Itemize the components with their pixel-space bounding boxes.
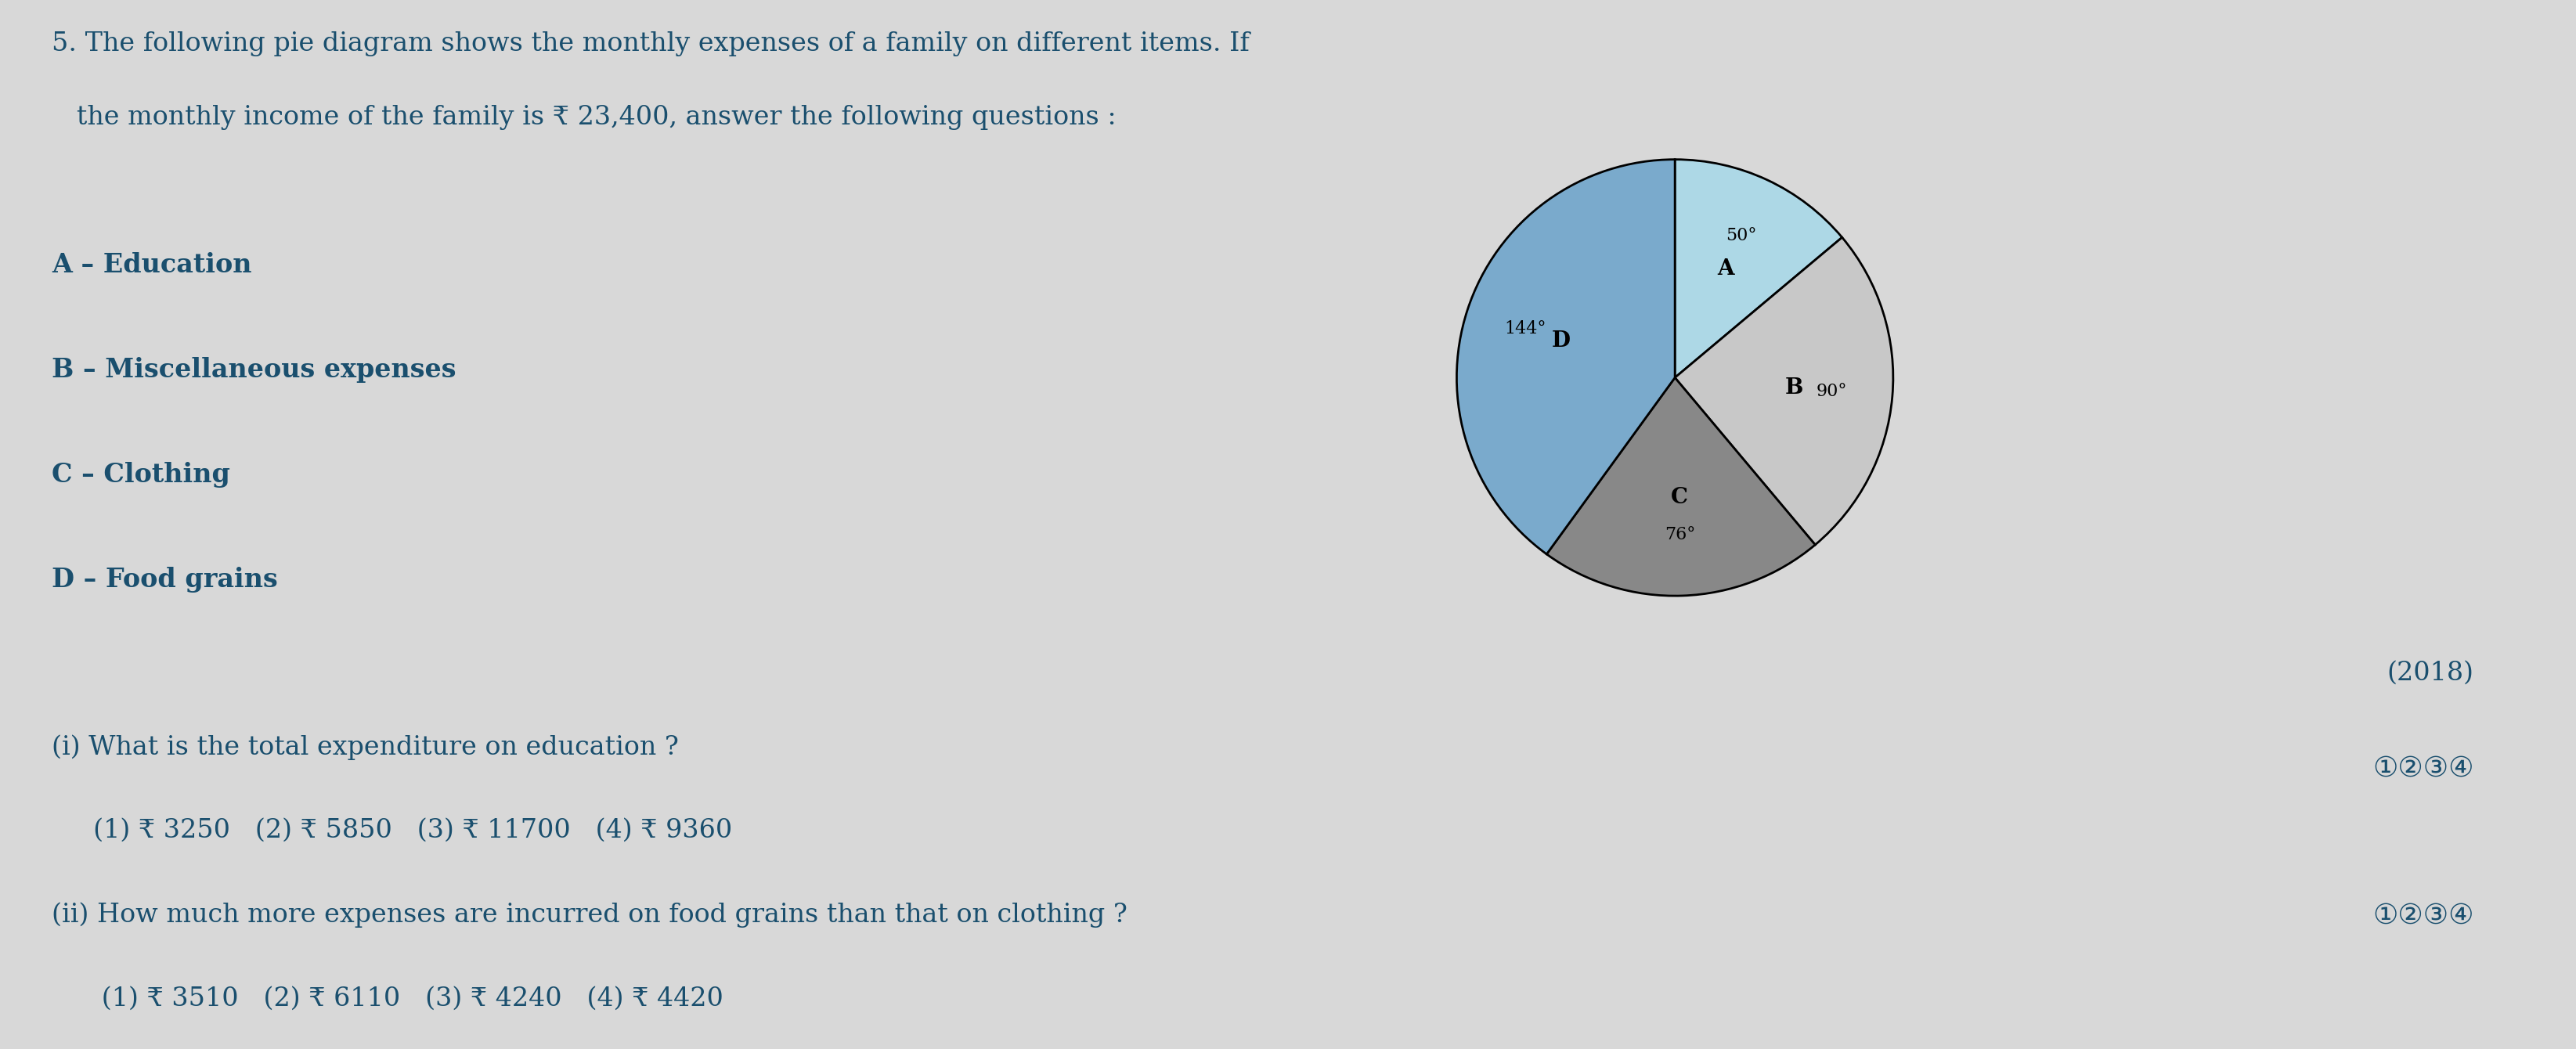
Text: A – Education: A – Education xyxy=(52,252,252,278)
Wedge shape xyxy=(1455,159,1674,554)
Text: (i) What is the total expenditure on education ?: (i) What is the total expenditure on edu… xyxy=(52,734,677,759)
Text: C – Clothing: C – Clothing xyxy=(52,462,229,488)
Text: A: A xyxy=(1716,258,1734,279)
Text: C: C xyxy=(1669,487,1687,508)
Wedge shape xyxy=(1674,159,1842,378)
Text: ①②③④: ①②③④ xyxy=(2372,902,2473,928)
Text: the monthly income of the family is ₹ 23,400, answer the following questions :: the monthly income of the family is ₹ 23… xyxy=(52,105,1115,130)
Text: D: D xyxy=(1551,330,1569,351)
Text: 50°: 50° xyxy=(1726,227,1757,243)
Text: B – Miscellaneous expenses: B – Miscellaneous expenses xyxy=(52,357,456,383)
Wedge shape xyxy=(1674,237,1893,544)
Text: D – Food grains: D – Food grains xyxy=(52,566,278,593)
Text: ①②③④: ①②③④ xyxy=(2372,755,2473,782)
Text: (2018): (2018) xyxy=(2385,661,2473,686)
Text: B: B xyxy=(1785,378,1803,399)
Text: 5. The following pie diagram shows the monthly expenses of a family on different: 5. The following pie diagram shows the m… xyxy=(52,31,1249,57)
Text: (1) ₹ 3510   (2) ₹ 6110   (3) ₹ 4240   (4) ₹ 4420: (1) ₹ 3510 (2) ₹ 6110 (3) ₹ 4240 (4) ₹ 4… xyxy=(52,986,724,1011)
Text: 144°: 144° xyxy=(1504,321,1546,338)
Text: 76°: 76° xyxy=(1664,526,1695,543)
Wedge shape xyxy=(1546,378,1814,596)
Text: 90°: 90° xyxy=(1816,383,1847,400)
Text: (ii) How much more expenses are incurred on food grains than that on clothing ?: (ii) How much more expenses are incurred… xyxy=(52,902,1126,927)
Text: (1) ₹ 3250   (2) ₹ 5850   (3) ₹ 11700   (4) ₹ 9360: (1) ₹ 3250 (2) ₹ 5850 (3) ₹ 11700 (4) ₹ … xyxy=(52,818,732,843)
